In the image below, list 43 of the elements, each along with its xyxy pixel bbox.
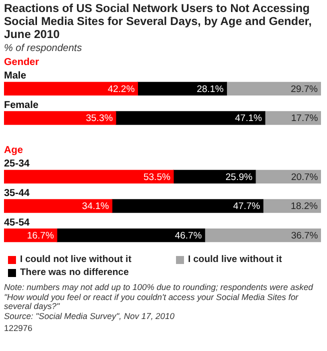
data-label: 17.7% [291, 113, 319, 124]
legend-label: I could not live without it [20, 254, 132, 265]
data-label: 47.1% [235, 113, 262, 124]
bar [112, 199, 264, 213]
bar [4, 111, 116, 125]
bar [264, 111, 321, 125]
bar [137, 82, 227, 96]
y-tick-label: Female [4, 100, 39, 111]
bar [115, 111, 266, 125]
legend-label: I could live without it [188, 254, 282, 265]
chart-subtitle: % of respondents [3, 42, 83, 54]
y-tick-label: Male [4, 70, 27, 82]
data-label: 20.7% [291, 172, 319, 183]
bar [56, 228, 206, 242]
data-label: 25.9% [226, 172, 253, 183]
source-note: Source: "Social Media Survey", Nov 17, 2010 [4, 310, 176, 321]
data-label: 36.7% [291, 230, 319, 242]
data-label: 42.2% [108, 84, 136, 95]
bar [262, 199, 321, 213]
data-label: 29.7% [290, 84, 318, 95]
data-label: 46.7% [174, 230, 202, 242]
bar [4, 82, 138, 96]
chart-title: Reactions of US Social Network Users to Not Accessing Social Media Sites for Several Days, by Age and Gender, June 2010 [3, 2, 313, 42]
data-label: 53.5% [143, 172, 171, 183]
bar [4, 199, 112, 213]
annotation: Gender [4, 56, 40, 68]
bar [173, 170, 256, 184]
bar [204, 228, 321, 242]
data-label: 34.1% [82, 201, 110, 212]
text: Note: numbers may not add up to 100% due to rounding; respondents were asked "How would you feel or react if you couldn't access your Social Media Sites for several days?" [4, 282, 314, 312]
data-label: 28.1% [196, 84, 224, 95]
y-tick-label: 45-54 [4, 217, 30, 228]
data-label: 35.3% [86, 113, 114, 124]
legend-label: There was no difference [20, 267, 129, 278]
bar [4, 170, 174, 184]
y-tick-label: 25-34 [4, 158, 30, 170]
y-tick-label: 35-44 [4, 188, 30, 199]
data-label: 47.7% [233, 201, 261, 212]
data-label: 18.2% [290, 201, 318, 212]
text: 122976 [4, 323, 34, 334]
bar [226, 82, 321, 96]
data-label: 16.7% [26, 230, 54, 242]
annotation: Age [4, 144, 24, 156]
